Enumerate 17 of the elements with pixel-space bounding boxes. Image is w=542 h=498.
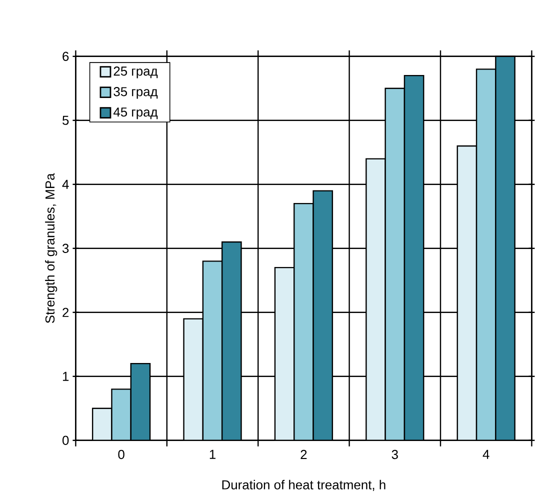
legend-label: 25 град bbox=[114, 66, 158, 78]
y-tick-label: 0 bbox=[62, 436, 69, 445]
legend-label: 35 град bbox=[114, 87, 158, 99]
legend-label: 45 град bbox=[113, 108, 158, 120]
x-tick-label: 2 bbox=[300, 450, 307, 459]
x-tick-label: 0 bbox=[118, 450, 124, 460]
y-tick-label: 3 bbox=[62, 244, 69, 253]
x-axis-title: Duration of heat treatment, h bbox=[222, 480, 386, 491]
y-tick-label: 6 bbox=[62, 52, 69, 61]
y-tick-label: 5 bbox=[62, 116, 69, 125]
x-tick-label: 4 bbox=[482, 450, 490, 459]
y-axis-title: Strength of granules, MPa bbox=[45, 173, 58, 324]
y-tick-label: 1 bbox=[62, 372, 69, 381]
x-tick-label: 3 bbox=[392, 450, 398, 460]
y-tick-label: 4 bbox=[62, 180, 69, 189]
y-tick-label: 2 bbox=[62, 308, 69, 317]
x-tick-label: 1 bbox=[210, 450, 216, 459]
